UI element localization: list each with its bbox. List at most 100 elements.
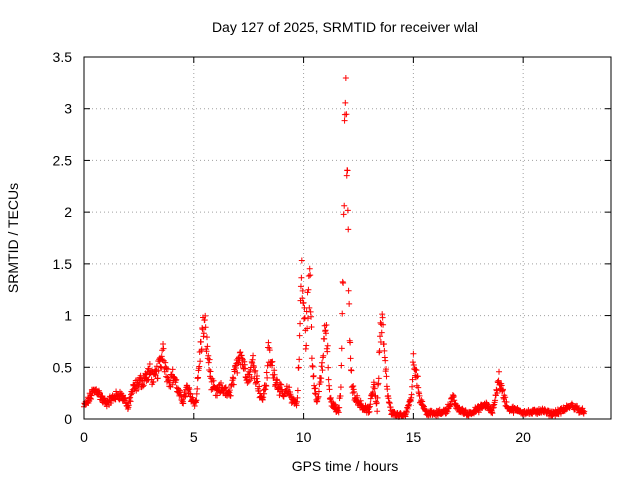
data-point — [349, 389, 356, 396]
data-point — [227, 392, 234, 399]
data-point — [296, 356, 303, 363]
data-point — [165, 377, 172, 384]
data-point — [231, 368, 238, 375]
data-point — [320, 352, 327, 359]
data-point — [239, 355, 246, 362]
data-point — [308, 323, 315, 330]
data-point — [346, 300, 353, 307]
data-point — [475, 409, 482, 416]
data-point — [304, 325, 311, 332]
data-point — [260, 394, 267, 401]
data-point — [173, 376, 180, 383]
data-point — [307, 272, 314, 279]
data-point — [146, 361, 153, 368]
data-point — [127, 398, 134, 405]
data-point — [250, 352, 257, 359]
data-point — [274, 377, 281, 384]
x-axis-label: GPS time / hours — [292, 458, 399, 474]
data-point — [409, 359, 416, 366]
data-point — [309, 363, 316, 370]
data-point — [319, 359, 326, 366]
data-point — [323, 321, 330, 328]
data-point — [341, 202, 348, 209]
data-point — [345, 226, 352, 233]
data-point — [351, 388, 358, 395]
data-point — [378, 329, 385, 336]
data-point — [158, 353, 165, 360]
data-point — [494, 390, 501, 397]
data-points — [81, 74, 588, 420]
data-point — [305, 272, 312, 279]
data-point — [337, 393, 344, 400]
data-point — [234, 369, 241, 376]
y-tick-label: 1.5 — [53, 256, 73, 272]
data-point — [96, 390, 103, 397]
data-point — [343, 111, 350, 118]
data-point — [194, 385, 201, 392]
data-point — [345, 287, 352, 294]
data-point — [196, 363, 203, 370]
data-point — [294, 394, 301, 401]
data-point — [340, 211, 347, 218]
data-point — [197, 358, 204, 365]
data-point — [214, 392, 221, 399]
data-point — [380, 340, 387, 347]
data-point — [321, 335, 328, 342]
data-point — [340, 279, 347, 286]
data-point — [256, 383, 263, 390]
data-point — [304, 289, 311, 296]
data-point — [366, 408, 373, 415]
data-point — [374, 408, 381, 415]
y-tick-label: 0 — [64, 411, 72, 427]
data-point — [347, 339, 354, 346]
data-point — [381, 347, 388, 354]
y-tick-label: 2.5 — [53, 152, 73, 168]
data-point — [199, 326, 206, 333]
data-point — [383, 373, 390, 380]
data-point — [375, 380, 382, 387]
data-point — [169, 366, 176, 373]
data-point — [371, 385, 378, 392]
data-point — [492, 397, 499, 404]
data-point — [193, 390, 200, 397]
data-point — [250, 364, 257, 371]
data-point — [499, 386, 506, 393]
data-point — [248, 373, 255, 380]
data-point — [271, 371, 278, 378]
data-point — [197, 338, 204, 345]
data-point — [299, 287, 306, 294]
chart-title: Day 127 of 2025, SRMTID for receiver wla… — [212, 19, 478, 35]
data-point — [230, 375, 237, 382]
plot-frame — [83, 56, 612, 420]
data-point — [206, 367, 213, 374]
data-point — [205, 359, 212, 366]
data-point — [203, 334, 210, 341]
x-tick-label: 10 — [296, 429, 312, 445]
data-point — [157, 363, 164, 370]
x-tick-label: 5 — [190, 429, 198, 445]
data-point — [414, 373, 421, 380]
y-tick-label: 1 — [64, 308, 72, 324]
data-point — [210, 377, 217, 384]
data-point — [382, 357, 389, 364]
data-point — [164, 374, 171, 381]
data-point — [154, 375, 161, 382]
data-point — [300, 299, 307, 306]
data-point — [338, 345, 345, 352]
data-point — [295, 364, 302, 371]
x-tick-label: 0 — [80, 429, 88, 445]
data-point — [202, 312, 209, 319]
data-point — [265, 339, 272, 346]
data-point — [502, 394, 509, 401]
data-point — [139, 383, 146, 390]
data-point — [297, 320, 304, 327]
data-point — [349, 383, 356, 390]
data-point — [294, 387, 301, 394]
data-point — [187, 391, 194, 398]
tick-labels: 0 0.5 1 1.5 2 2.5 3 3.5 0 5 10 15 20 — [53, 49, 532, 445]
grid-lines — [84, 57, 611, 419]
data-point — [245, 378, 252, 385]
data-point — [237, 349, 244, 356]
data-point — [495, 377, 502, 384]
